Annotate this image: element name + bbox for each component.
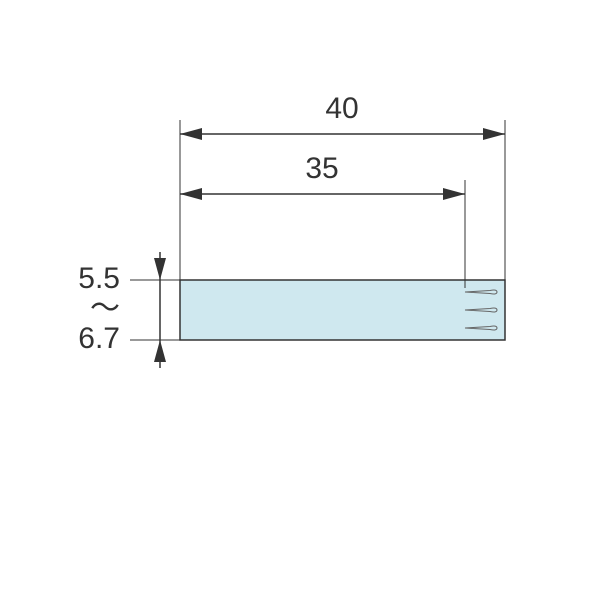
bar-body [180,280,505,340]
dim-inner-width-label: 35 [305,152,338,185]
dim-overall-width-label: 40 [325,92,358,125]
dimension-drawing: 40 35 5.5 ～ 6.7 [0,0,600,600]
dim-inner-width: 35 [180,152,465,288]
dim-height: 5.5 ～ 6.7 [78,252,180,368]
dim-height-label-2: ～ [90,292,120,325]
dim-height-label-1: 5.5 [78,262,120,295]
dim-height-label-3: 6.7 [78,322,120,355]
dim-overall-width: 40 [180,92,505,280]
